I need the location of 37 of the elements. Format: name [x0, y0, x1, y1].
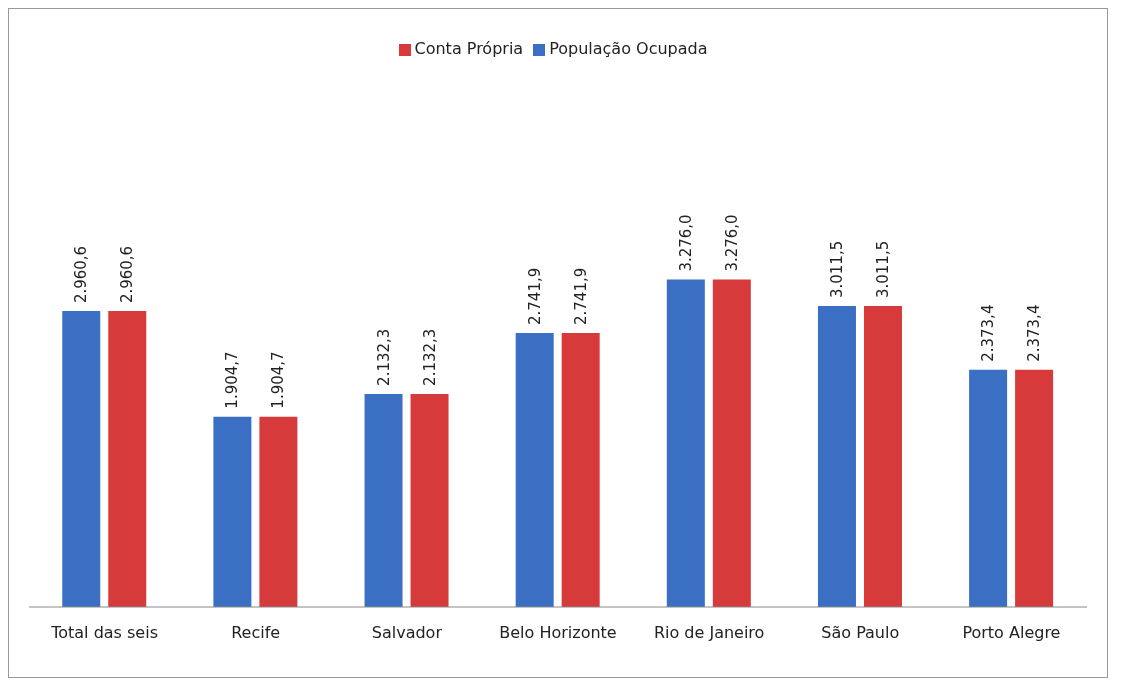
data-label: 3.011,5: [827, 240, 846, 299]
x-tick-label: Recife: [231, 623, 281, 643]
data-label: 2.132,3: [420, 328, 439, 386]
data-label: 3.276,0: [722, 214, 741, 272]
data-label: 1.904,7: [269, 351, 288, 409]
bar: [259, 416, 298, 607]
x-tick-label: Total das seis: [50, 623, 158, 643]
legend-label: População Ocupada: [549, 39, 708, 58]
data-label: 1.904,7: [223, 351, 242, 409]
bar: [561, 332, 600, 607]
bar: [1015, 369, 1054, 607]
bar: [712, 279, 751, 607]
bar: [213, 416, 252, 607]
bar: [817, 306, 856, 607]
data-label: 2.741,9: [525, 267, 544, 325]
x-tick-label: Rio de Janeiro: [653, 623, 765, 643]
x-tick-label: Belo Horizonte: [499, 623, 617, 643]
data-label: 2.373,4: [1025, 304, 1044, 362]
legend-label: Conta Própria: [414, 39, 524, 58]
bar: [410, 393, 449, 607]
data-label: 3.276,0: [676, 214, 695, 272]
bar: [364, 393, 403, 607]
x-tick-label: Porto Alegre: [962, 623, 1061, 643]
bar: [62, 311, 101, 607]
data-label: 2.960,6: [118, 245, 137, 304]
x-tick-label: Salvador: [371, 623, 443, 643]
data-label: 2.132,3: [374, 328, 393, 386]
data-label: 2.373,4: [979, 304, 998, 362]
x-tick-label: São Paulo: [821, 623, 900, 643]
bar: [515, 332, 554, 607]
bar: [666, 279, 705, 607]
data-label: 3.011,5: [873, 240, 892, 299]
data-label: 2.960,6: [72, 245, 91, 304]
bar: [863, 306, 902, 607]
data-label: 2.741,9: [571, 267, 590, 325]
bar: [108, 311, 147, 607]
bar: [969, 369, 1008, 607]
